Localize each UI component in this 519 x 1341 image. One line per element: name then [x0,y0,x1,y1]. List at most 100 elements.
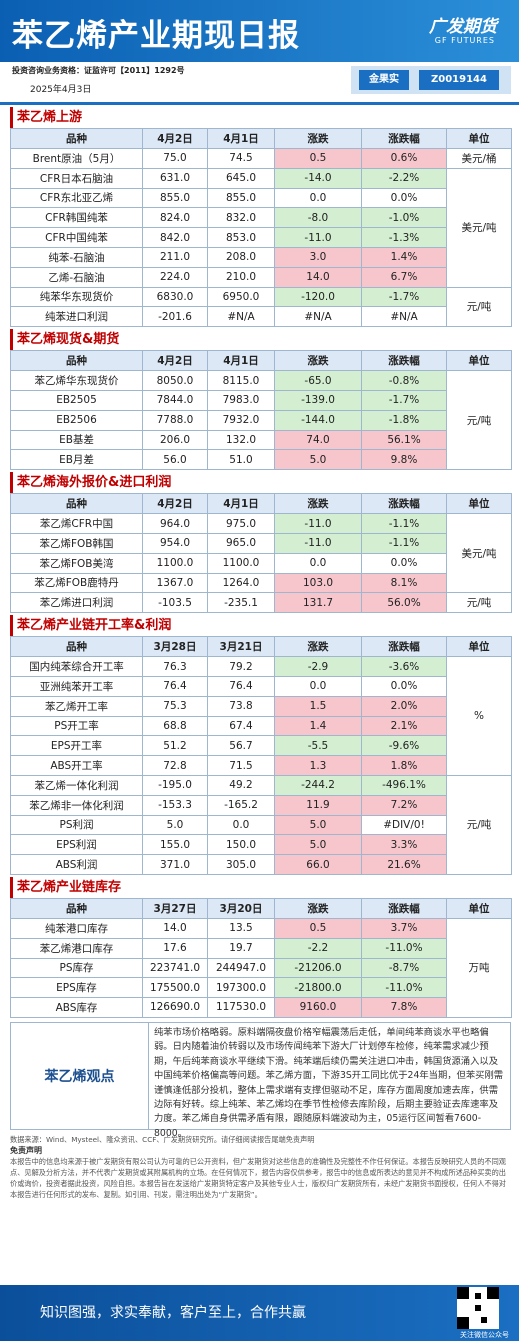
product-cell: 苯乙烯华东现货价 [10,370,143,391]
value-cell: 5.0 [274,814,362,836]
data-row: EB月差 56.0 51.0 5.0 9.8% [10,449,512,471]
product-cell: ABS开工率 [10,755,143,776]
section: 苯乙烯产业链开工率&利润 品种 3月28日 3月21日 涨跌 涨跌幅 单位 国内纯苯综合开工率… [10,615,512,875]
data-table: 品种 4月2日 4月1日 涨跌 涨跌幅 单位 苯乙烯华东现货价 8050.0 8115.0 -65… [10,350,512,471]
value-cell: -21206.0 [274,957,362,979]
value-cell: -1.1% [361,532,447,554]
value-cell: 51.2 [142,735,208,757]
value-cell: 14.0 [274,266,362,288]
value-cell: 74.0 [274,429,362,451]
product-cell: 苯乙烯FOB韩国 [10,532,143,554]
disclaimer-title: 免责声明 [10,1145,42,1155]
value-cell: 9160.0 [274,997,362,1018]
value-cell: 206.0 [142,429,208,451]
section-title: 苯乙烯产业链库存 [10,876,511,898]
header-cell: 品种 [10,128,143,149]
header-cell: 4月1日 [207,350,275,372]
value-cell: -496.1% [361,774,447,796]
qr-caption: 关注微信公众号 [460,1331,509,1339]
value-cell: 126690.0 [142,997,208,1018]
slogan-bar: 知识图强，求实奉献，客户至上，合作共赢 关注微信公众号 [0,1285,519,1341]
product-cell: EB2505 [10,389,143,411]
value-cell: 19.7 [207,937,275,959]
value-cell: -2.9 [274,656,362,677]
value-cell: 73.8 [207,695,275,717]
header-cell: 4月1日 [207,128,275,149]
data-row: EPS利润 155.0 150.0 5.0 3.3% [10,834,512,856]
product-cell: EB基差 [10,429,143,451]
value-cell: 7.8% [361,997,447,1018]
value-cell: 1.5 [274,695,362,717]
unit-cell: 元/吨 [446,286,512,328]
data-row: PS开工率 68.8 67.4 1.4 2.1% [10,715,512,737]
value-cell: 76.3 [142,656,208,677]
header-cell: 单位 [446,636,512,658]
data-row: ABS库存 126690.0 117530.0 9160.0 7.8% [10,997,512,1018]
value-cell: 0.5 [274,917,362,939]
header-row: 品种 4月2日 4月1日 涨跌 涨跌幅 单位 [10,350,512,372]
unit-cell: % [446,656,512,776]
value-cell: 855.0 [142,187,208,209]
value-cell: 5.0 [274,449,362,471]
data-row: EPS库存 175500.0 197300.0 -21800.0 -11.0% [10,977,512,999]
value-cell: -1.8% [361,409,447,431]
header-cell: 涨跌幅 [361,897,447,919]
data-row: 纯苯进口利润 -201.6 #N/A #N/A #N/A [10,306,512,328]
value-cell: 56.0% [361,592,447,614]
value-cell: 155.0 [142,834,208,856]
sections: 苯乙烯上游品种 4月2日 4月1日 涨跌 涨跌幅 单位 Brent原油（5月） 75.0 74.… [0,107,519,1018]
section-title: 苯乙烯上游 [10,107,511,128]
product-cell: CFR韩国纯苯 [10,207,143,229]
value-cell: -11.0% [361,937,447,959]
data-row: PS利润 5.0 0.0 5.0 #DIV/0! [10,814,512,836]
value-cell: 51.0 [207,449,275,471]
data-row: 苯乙烯一体化利润 -195.0 49.2 -244.2 -496.1% 元/吨 [10,774,512,875]
value-cell: 11.9 [274,794,362,816]
unit-cell: 元/吨 [446,370,512,471]
slogan: 知识图强，求实奉献，客户至上，合作共赢 [40,1305,306,1321]
value-cell: -235.1 [207,592,275,614]
section-title: 苯乙烯产业链开工率&利润 [10,615,511,637]
product-cell: Brent原油（5月） [10,148,143,169]
product-cell: 苯乙烯进口利润 [10,592,143,614]
value-cell: -8.0 [274,207,362,229]
value-cell: 56.0 [142,449,208,471]
data-row: EB基差 206.0 132.0 74.0 56.1% [10,429,512,451]
value-cell: 8115.0 [207,370,275,391]
data-table: 品种 3月27日 3月20日 涨跌 涨跌幅 单位 纯苯港口库存 14.0 13.5 0.5 3.7%… [10,897,512,1018]
product-cell: 苯乙烯FOB美湾 [10,552,143,574]
data-row: ABS利润 371.0 305.0 66.0 21.6% [10,854,512,875]
value-cell: 49.2 [207,774,275,796]
data-row: 苯乙烯CFR中国 964.0 975.0 -11.0 -1.1% 美元/吨 [10,513,512,594]
section-title: 苯乙烯海外报价&进口利润 [10,472,511,494]
data-row: CFR日本石脑油 631.0 645.0 -14.0 -2.2% 美元/吨 [10,167,512,288]
data-row: Brent原油（5月） 75.0 74.5 0.5 0.6% 美元/桶 [10,148,512,169]
value-cell: 56.7 [207,735,275,757]
value-cell: -11.0% [361,977,447,999]
product-cell: CFR日本石脑油 [10,167,143,189]
value-cell: -11.0 [274,227,362,248]
value-cell: #N/A [274,306,362,328]
value-cell: -195.0 [142,774,208,796]
product-cell: 苯乙烯港口库存 [10,937,143,959]
product-cell: 纯苯-石脑油 [10,246,143,268]
data-row: CFR东北亚乙烯 855.0 855.0 0.0 0.0% [10,187,512,209]
header-row: 品种 4月2日 4月1日 涨跌 涨跌幅 单位 [10,493,512,515]
product-cell: 纯苯进口利润 [10,306,143,328]
value-cell: 1.8% [361,755,447,776]
value-cell: 842.0 [142,227,208,248]
analyst: 金果实 [359,70,409,90]
value-cell: 67.4 [207,715,275,737]
section: 苯乙烯海外报价&进口利润 品种 4月2日 4月1日 涨跌 涨跌幅 单位 苯乙烯CFR中国 964… [10,472,512,614]
data-row: EB2506 7788.0 7932.0 -144.0 -1.8% [10,409,512,431]
unit-cell: 美元/吨 [446,167,512,288]
value-cell: -139.0 [274,389,362,411]
data-row: EPS开工率 51.2 56.7 -5.5 -9.6% [10,735,512,757]
value-cell: 56.1% [361,429,447,451]
value-cell: -5.5 [274,735,362,757]
value-cell: 8.1% [361,572,447,594]
data-row: 苯乙烯FOB韩国 954.0 965.0 -11.0 -1.1% [10,532,512,554]
product-cell: PS库存 [10,957,143,979]
header-row: 品种 3月27日 3月20日 涨跌 涨跌幅 单位 [10,897,512,919]
header-cell: 品种 [10,493,143,515]
